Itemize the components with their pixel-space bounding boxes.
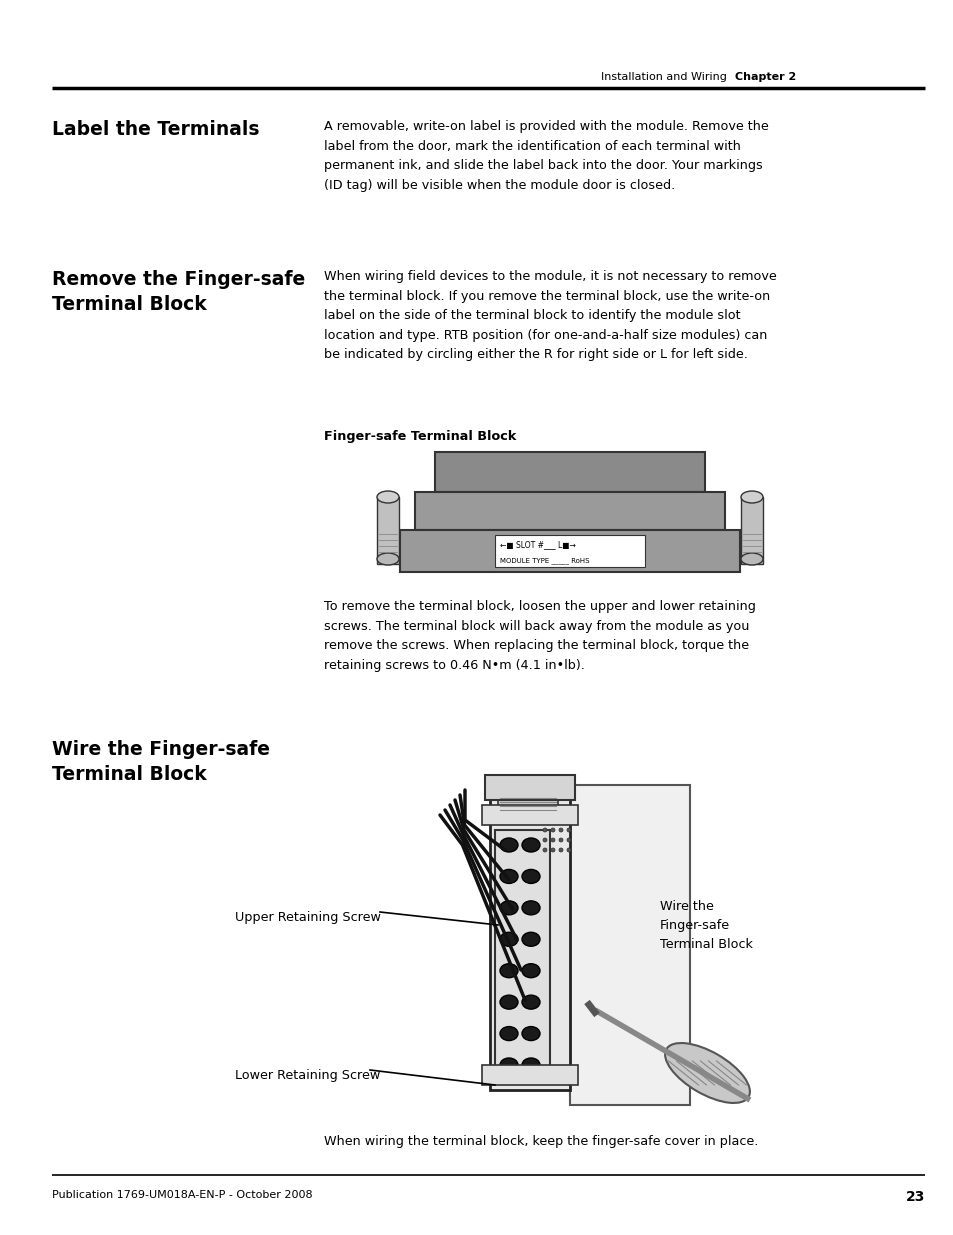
Ellipse shape	[499, 1058, 517, 1072]
Ellipse shape	[558, 827, 562, 832]
Ellipse shape	[499, 1026, 517, 1041]
Ellipse shape	[542, 808, 546, 811]
Text: Chapter 2: Chapter 2	[734, 72, 795, 82]
Ellipse shape	[499, 963, 517, 978]
Ellipse shape	[499, 839, 517, 852]
Text: Lower Retaining Screw: Lower Retaining Screw	[234, 1070, 380, 1083]
Bar	[490, 795, 569, 1091]
Bar	[569, 785, 689, 1105]
Text: 23: 23	[905, 1191, 924, 1204]
Ellipse shape	[499, 995, 517, 1009]
Text: Installation and Wiring: Installation and Wiring	[600, 72, 726, 82]
Bar	[740, 496, 762, 564]
Ellipse shape	[551, 848, 555, 852]
Bar	[495, 535, 644, 567]
Ellipse shape	[566, 818, 571, 823]
Bar	[495, 830, 550, 1070]
Ellipse shape	[740, 553, 762, 564]
Ellipse shape	[521, 1026, 539, 1041]
Text: To remove the terminal block, loosen the upper and lower retaining
screws. The t: To remove the terminal block, loosen the…	[324, 600, 756, 672]
Text: Label the Terminals: Label the Terminals	[52, 120, 260, 140]
Text: Remove the Finger-safe
Terminal Block: Remove the Finger-safe Terminal Block	[52, 270, 305, 314]
Ellipse shape	[566, 808, 571, 811]
Bar	[399, 530, 740, 572]
Text: A removable, write-on label is provided with the module. Remove the
label from t: A removable, write-on label is provided …	[324, 120, 768, 191]
Bar	[415, 492, 724, 530]
Ellipse shape	[542, 818, 546, 823]
Ellipse shape	[521, 869, 539, 883]
Ellipse shape	[499, 932, 517, 946]
Ellipse shape	[558, 818, 562, 823]
Bar	[481, 805, 578, 825]
Ellipse shape	[521, 932, 539, 946]
Ellipse shape	[664, 1044, 749, 1103]
Bar	[481, 1065, 578, 1086]
Bar	[497, 795, 558, 815]
Ellipse shape	[521, 995, 539, 1009]
Ellipse shape	[521, 839, 539, 852]
Ellipse shape	[566, 827, 571, 832]
Ellipse shape	[376, 553, 398, 564]
Ellipse shape	[566, 848, 571, 852]
Ellipse shape	[558, 839, 562, 842]
Text: MODULE TYPE _____ RoHS: MODULE TYPE _____ RoHS	[499, 557, 589, 564]
Ellipse shape	[521, 963, 539, 978]
Ellipse shape	[542, 839, 546, 842]
Ellipse shape	[542, 827, 546, 832]
Ellipse shape	[499, 869, 517, 883]
Text: When wiring the terminal block, keep the finger-safe cover in place.: When wiring the terminal block, keep the…	[324, 1135, 758, 1149]
Text: Publication 1769-UM018A-EN-P - October 2008: Publication 1769-UM018A-EN-P - October 2…	[52, 1191, 313, 1200]
Ellipse shape	[521, 1058, 539, 1072]
Text: Finger-safe Terminal Block: Finger-safe Terminal Block	[324, 430, 517, 443]
Text: ←■ SLOT #___ L■→: ←■ SLOT #___ L■→	[499, 540, 576, 550]
Text: Wire the
Finger-safe
Terminal Block: Wire the Finger-safe Terminal Block	[659, 900, 752, 951]
Ellipse shape	[376, 492, 398, 503]
Ellipse shape	[551, 818, 555, 823]
Text: When wiring field devices to the module, it is not necessary to remove
the termi: When wiring field devices to the module,…	[324, 270, 777, 361]
Text: Wire the Finger-safe
Terminal Block: Wire the Finger-safe Terminal Block	[52, 740, 271, 784]
Ellipse shape	[521, 900, 539, 915]
Bar	[484, 776, 575, 800]
Ellipse shape	[499, 900, 517, 915]
Ellipse shape	[551, 808, 555, 811]
Bar	[376, 496, 398, 564]
Ellipse shape	[551, 827, 555, 832]
Ellipse shape	[551, 839, 555, 842]
Bar	[435, 452, 704, 492]
Text: Upper Retaining Screw: Upper Retaining Screw	[234, 911, 380, 925]
Ellipse shape	[740, 492, 762, 503]
Ellipse shape	[542, 848, 546, 852]
Ellipse shape	[558, 848, 562, 852]
Ellipse shape	[558, 808, 562, 811]
Ellipse shape	[566, 839, 571, 842]
